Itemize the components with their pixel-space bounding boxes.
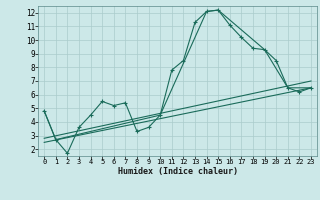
X-axis label: Humidex (Indice chaleur): Humidex (Indice chaleur): [118, 167, 238, 176]
